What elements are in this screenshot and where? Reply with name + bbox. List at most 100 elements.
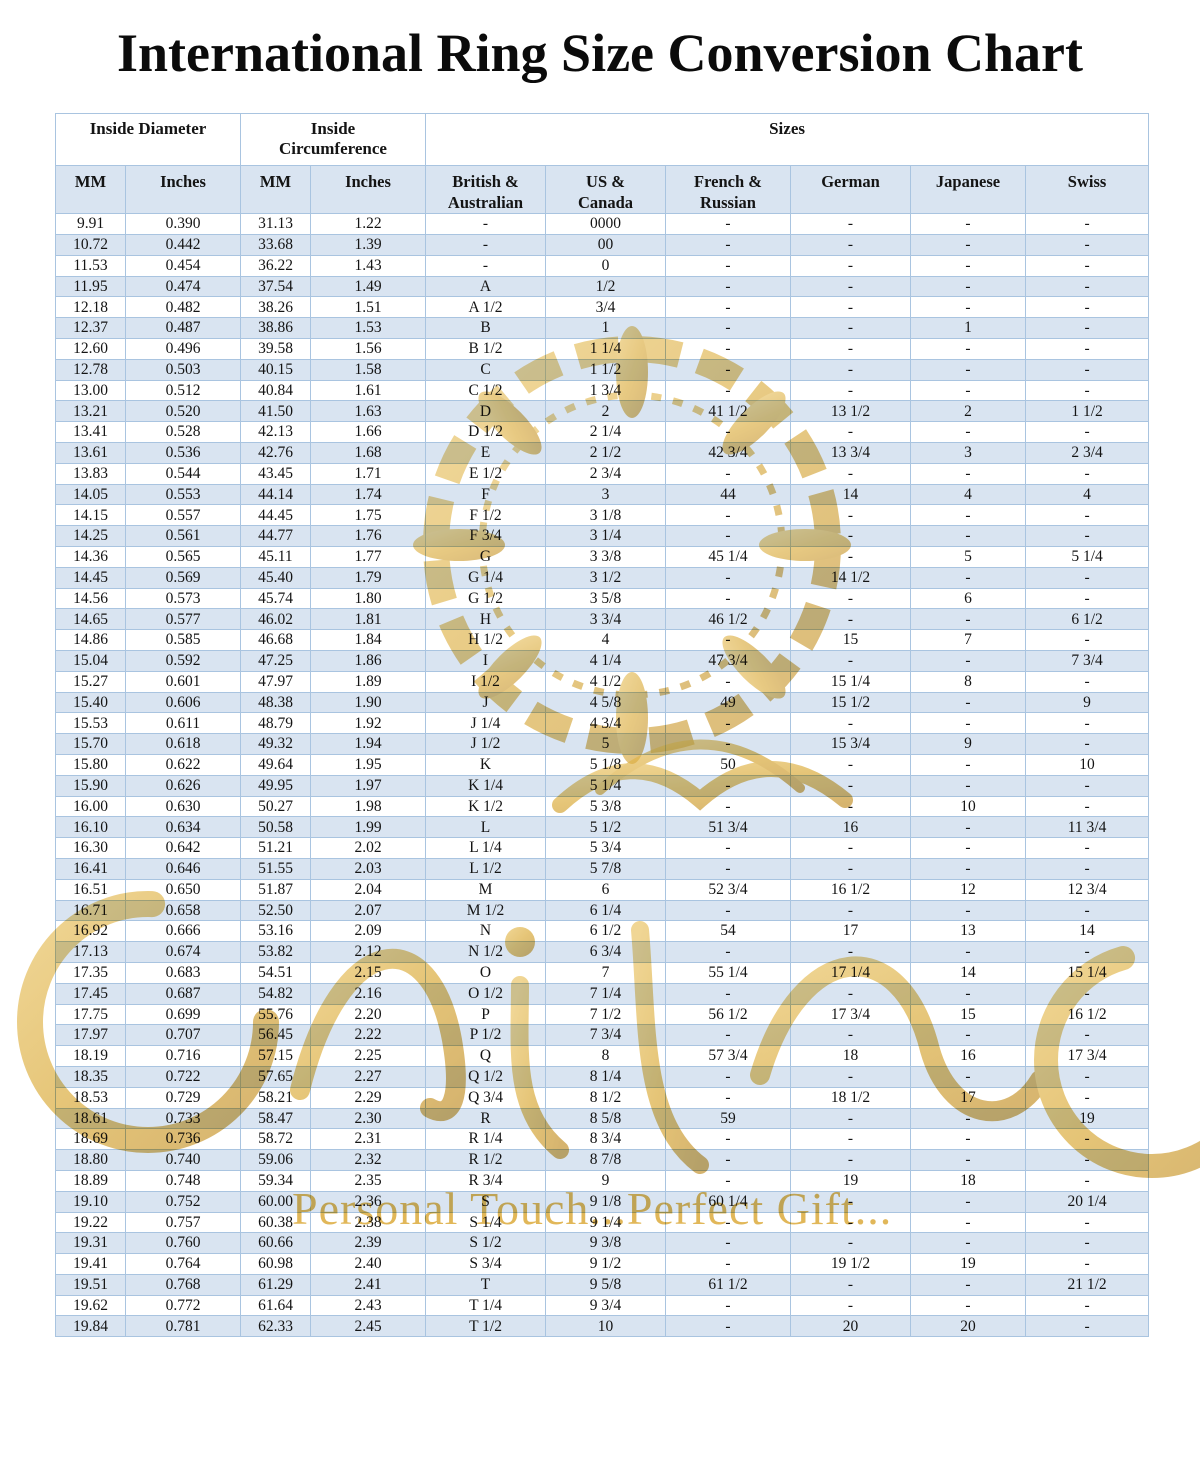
- cell: -: [910, 1107, 1027, 1130]
- cell: 1.61: [309, 379, 427, 402]
- cell: 1.66: [309, 421, 427, 444]
- cell: 9 5/8: [545, 1273, 667, 1296]
- cell: E 1/2: [425, 462, 547, 485]
- cell: -: [910, 691, 1027, 714]
- cell: 6 1/4: [545, 899, 667, 922]
- cell: 20: [790, 1315, 912, 1338]
- cell: 9: [910, 733, 1027, 755]
- cell: 13.83: [55, 462, 126, 485]
- cell: F 1/2: [425, 504, 547, 527]
- cell: 17.75: [55, 1003, 126, 1026]
- cell: 2 1/2: [545, 442, 667, 464]
- cell: 16: [910, 1045, 1027, 1067]
- cell: 0.487: [125, 317, 241, 340]
- cell: 17 3/4: [790, 1003, 912, 1026]
- cell: 2.38: [309, 1211, 427, 1234]
- cell: 55 1/4: [665, 961, 792, 984]
- cell: 19 1/2: [790, 1253, 912, 1275]
- cell: 15.90: [55, 774, 126, 797]
- cell: 16.51: [55, 878, 126, 901]
- cell: 0.553: [125, 483, 241, 506]
- cell: 3 5/8: [545, 587, 667, 610]
- table-row: 15.04 0.592 47.25 1.86 I 4 1/4 47 3/4- -7 3/4: [55, 649, 1150, 672]
- cell: -: [790, 504, 912, 527]
- cell: 0.454: [125, 254, 241, 277]
- table-row: 13.00 0.512 40.84 1.61 C 1/2 1 3/4- - - -: [55, 379, 1150, 402]
- cell: 1 1/2: [1025, 400, 1150, 423]
- cell: F: [425, 483, 547, 506]
- cell: 11.53: [55, 254, 126, 277]
- cell: 2.15: [309, 961, 427, 984]
- cell: 18.61: [55, 1107, 126, 1130]
- cell: 1.49: [309, 275, 427, 298]
- cell: 1.84: [309, 629, 427, 651]
- cell: -: [665, 857, 792, 880]
- cell: K 1/4: [425, 774, 547, 797]
- cell: R 3/4: [425, 1169, 547, 1192]
- cell: 2 1/4: [545, 421, 667, 444]
- cell: 3: [910, 442, 1027, 464]
- cell: 5: [910, 546, 1027, 568]
- cell: -: [665, 629, 792, 651]
- table-row: 14.05 0.553 44.14 1.74 F 3 44 14 4 4: [55, 483, 1150, 506]
- table-row: 18.19 0.716 57.15 2.25 Q 8 57 3/4 18 16 17 3/4: [55, 1045, 1150, 1067]
- cell: T: [425, 1273, 547, 1296]
- cell: 17.13: [55, 941, 126, 963]
- table-row: 14.25 0.561 44.77 1.76 F 3/4 3 1/4- - - -: [55, 525, 1150, 547]
- cell: 2 3/4: [545, 462, 667, 485]
- cell: 42.13: [240, 421, 311, 444]
- cell: 2.32: [309, 1149, 427, 1171]
- cell: 1.94: [309, 733, 427, 755]
- cell: 16.00: [55, 795, 126, 818]
- cell: -: [1025, 317, 1150, 340]
- cell: 15.04: [55, 649, 126, 672]
- cell: -: [665, 525, 792, 547]
- cell: 0.503: [125, 358, 241, 381]
- table-row: 16.30 0.642 51.21 2.02 L 1/4 5 3/4- - - -: [55, 837, 1150, 859]
- cell: -: [1025, 795, 1150, 818]
- cell: -: [1025, 1232, 1150, 1255]
- cell: 2.12: [309, 941, 427, 963]
- cell: -: [665, 1128, 792, 1151]
- cell: -: [790, 1232, 912, 1255]
- cell: -: [790, 1128, 912, 1151]
- cell: 0.646: [125, 857, 241, 880]
- cell: 57 3/4: [665, 1045, 792, 1067]
- cell: -: [665, 1169, 792, 1192]
- cell: 62.33: [240, 1315, 311, 1338]
- cell: 10: [1025, 753, 1150, 776]
- cell: -: [665, 421, 792, 444]
- cell: 16.30: [55, 837, 126, 859]
- cell: -: [790, 837, 912, 859]
- cell: -: [1025, 1128, 1150, 1151]
- cell: 48.79: [240, 712, 311, 735]
- cell: -: [790, 1294, 912, 1317]
- cell: 6 3/4: [545, 941, 667, 963]
- cell: 4: [1025, 483, 1150, 506]
- cell: E: [425, 442, 547, 464]
- cell: -: [790, 1024, 912, 1047]
- cell: G: [425, 546, 547, 568]
- cell: 12.78: [55, 358, 126, 381]
- cell: 59.06: [240, 1149, 311, 1171]
- cell: 1.43: [309, 254, 427, 277]
- cell: -: [790, 941, 912, 963]
- cell: 0.634: [125, 816, 241, 839]
- cell: S 1/2: [425, 1232, 547, 1255]
- cell: 0.674: [125, 941, 241, 963]
- cell: T 1/4: [425, 1294, 547, 1317]
- cell: -: [1025, 712, 1150, 735]
- cell: -: [910, 857, 1027, 880]
- cell: 12: [910, 878, 1027, 901]
- cell: 4: [545, 629, 667, 651]
- cell: 2.30: [309, 1107, 427, 1130]
- cell: 4: [910, 483, 1027, 506]
- table-row: 18.35 0.722 57.65 2.27 Q 1/2 8 1/4- - - -: [55, 1065, 1150, 1088]
- column-header-inches: Inches: [309, 164, 427, 215]
- cell: 19.84: [55, 1315, 126, 1338]
- cell: -: [790, 857, 912, 880]
- cell: J 1/2: [425, 733, 547, 755]
- cell: -: [790, 379, 912, 402]
- cell: 0.482: [125, 296, 241, 319]
- table-row: 15.90 0.626 49.95 1.97 K 1/4 5 1/4- - - -: [55, 774, 1150, 797]
